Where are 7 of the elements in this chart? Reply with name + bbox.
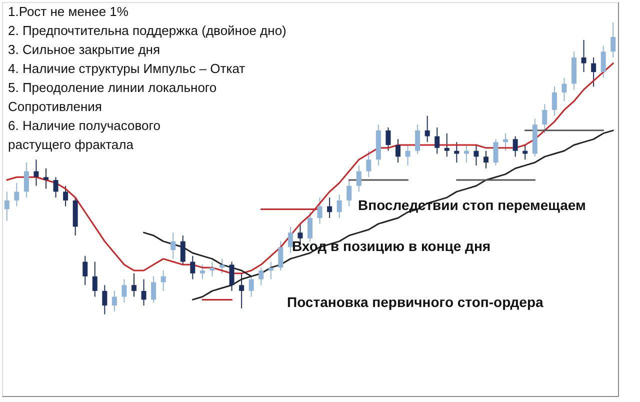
annotation: 6. Наличие получасового растущего фрактала [8,118,160,152]
annotation: 3. Сильное закрытие дня [8,42,160,57]
text: 1.Рост не менее 1% [8,4,129,19]
annotation: 5. Преодоление линии локального Сопротивления [8,80,217,114]
annotation: 4. Наличие структуры Импульс – Откат [8,61,246,76]
annotation: 2. Предпочтительна поддержка (двойное дно) [8,23,286,38]
annotation: Постановка первичного стоп-ордера [287,294,544,310]
